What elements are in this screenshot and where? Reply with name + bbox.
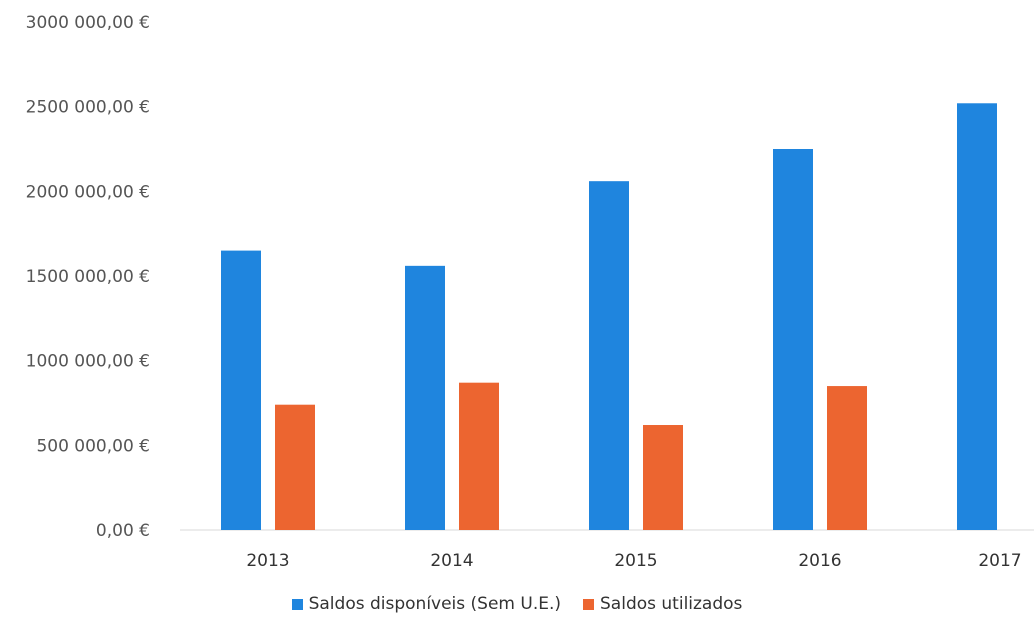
y-tick-label: 2000 000,00 € [26,182,150,202]
bar-available-2015 [589,181,629,530]
x-tick-label-2016: 2016 [798,551,841,571]
bar-used-2013 [275,404,315,530]
y-tick-label: 500 000,00 € [36,436,150,456]
y-tick-label: 0,00 € [96,521,150,541]
bar-used-2014 [459,382,499,530]
legend-swatch-available [291,598,303,610]
legend: Saldos disponíveis (Sem U.E.) Saldos uti… [0,594,1034,614]
x-tick-label-2017: 2017 [978,551,1021,571]
y-tick-label: 1500 000,00 € [26,267,150,287]
y-tick-label: 3000 000,00 € [26,13,150,33]
bar-available-2016 [773,149,813,530]
bar-used-2016 [827,386,867,530]
y-tick-label: 1000 000,00 € [26,352,150,372]
bar-available-2014 [405,265,445,530]
bar-available-2017 [957,103,997,530]
bar-used-2015 [643,425,683,530]
x-tick-label-2013: 2013 [246,551,289,571]
legend-label-used: Saldos utilizados [600,594,743,614]
x-tick-label-2015: 2015 [614,551,657,571]
legend-item-available: Saldos disponíveis (Sem U.E.) [291,594,562,614]
legend-swatch-used [583,598,595,610]
x-tick-label-2014: 2014 [430,551,473,571]
y-axis: 0,00 € 500 000,00 € 1000 000,00 € 1500 000,… [26,13,150,541]
x-axis: 2013 2014 2015 2016 2017 [246,551,1021,571]
legend-item-used: Saldos utilizados [583,594,742,614]
bar-available-2013 [221,250,261,530]
legend-label-available: Saldos disponíveis (Sem U.E.) [308,594,562,614]
y-tick-label: 2500 000,00 € [26,98,150,118]
plot-area [221,103,997,530]
